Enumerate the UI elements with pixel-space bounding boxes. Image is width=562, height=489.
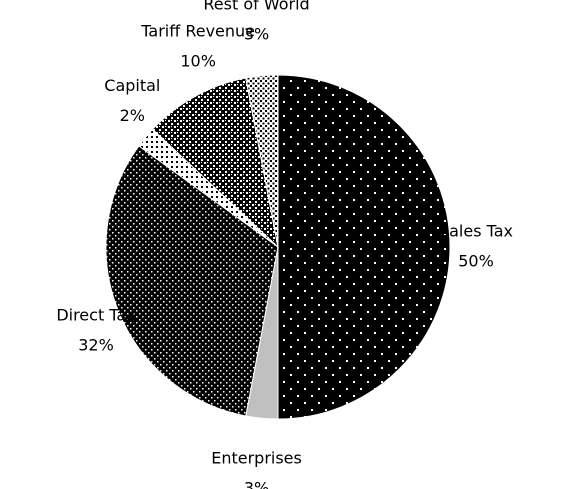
- slice-label: Direct Tax: [56, 305, 135, 324]
- slice-label: Enterprises: [211, 448, 302, 467]
- pie-slice: [277, 74, 451, 420]
- slice-label: Capital: [104, 76, 160, 95]
- slice-label: Sales Tax: [439, 222, 513, 241]
- pie-slice: [105, 145, 279, 417]
- pie-slice: [245, 74, 279, 248]
- slice-value-label: 3%: [244, 478, 269, 489]
- slice-label: Rest of World: [203, 0, 309, 14]
- slice-value-label: 32%: [78, 335, 114, 354]
- pie-slice: [151, 77, 279, 249]
- slice-value-label: 2%: [120, 106, 145, 125]
- slice-label: Tariff Revenue: [140, 22, 255, 41]
- slice-value-label: 10%: [180, 52, 216, 71]
- slice-value-label: 3%: [244, 25, 269, 44]
- slice-value-label: 50%: [458, 252, 494, 271]
